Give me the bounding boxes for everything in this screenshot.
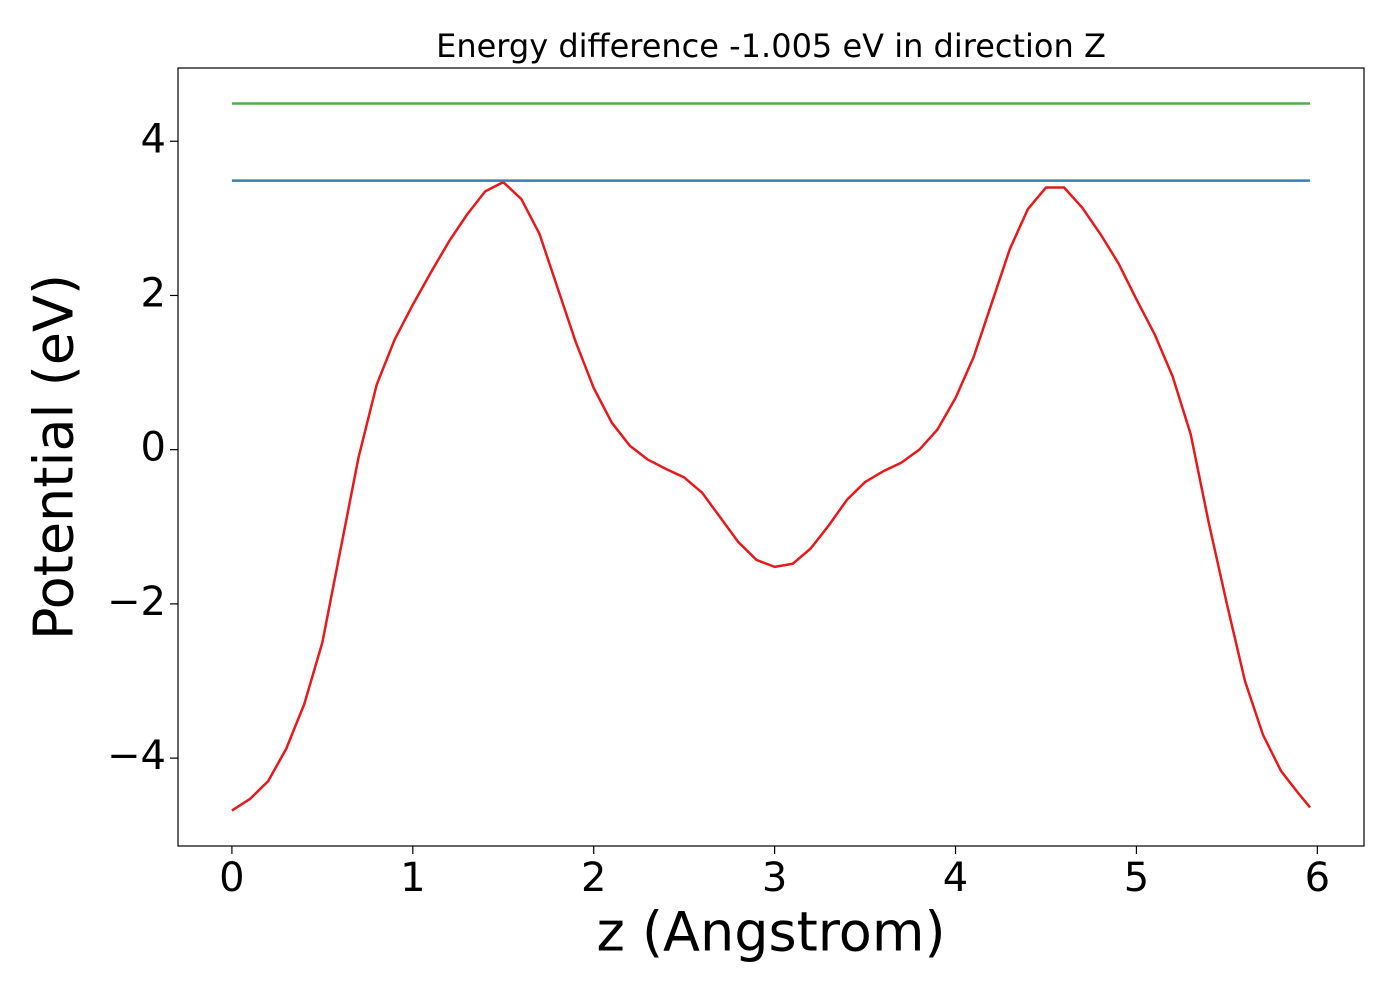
y-axis-label: Potential (eV) [23,274,86,640]
y-tick-label: 4 [141,116,166,162]
y-tick-label: −4 [107,733,166,779]
x-tick-label: 5 [1124,855,1149,901]
x-tick-label: 0 [219,855,244,901]
series-line [231,180,1312,812]
x-tick-label: 3 [762,855,787,901]
y-tick-label: 2 [141,270,166,316]
y-tick-label: −2 [107,579,166,625]
x-tick-label: 2 [581,855,606,901]
chart-title: Energy difference -1.005 eV in direction… [436,27,1106,65]
x-tick-label: 6 [1305,855,1330,901]
x-tick-label: 4 [943,855,968,901]
x-axis-label: z (Angstrom) [596,901,945,964]
x-tick-label: 1 [400,855,425,901]
y-tick-label: 0 [141,425,166,471]
plot-frame [177,67,1365,847]
